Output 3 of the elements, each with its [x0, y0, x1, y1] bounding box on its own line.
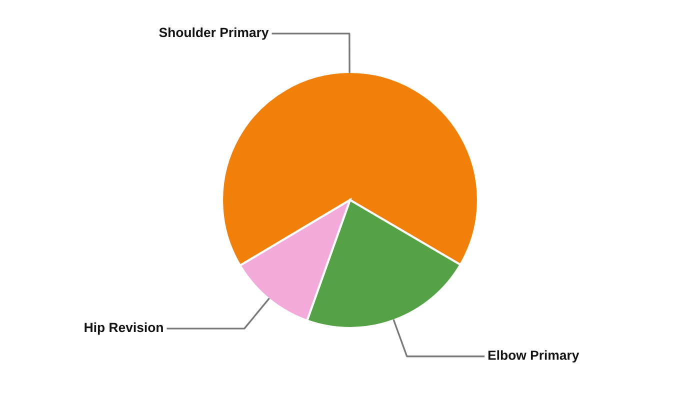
- slice-label: Elbow Primary: [488, 350, 580, 363]
- slice-label: Hip Revision: [84, 322, 163, 335]
- slice-label: Shoulder Primary: [159, 27, 269, 40]
